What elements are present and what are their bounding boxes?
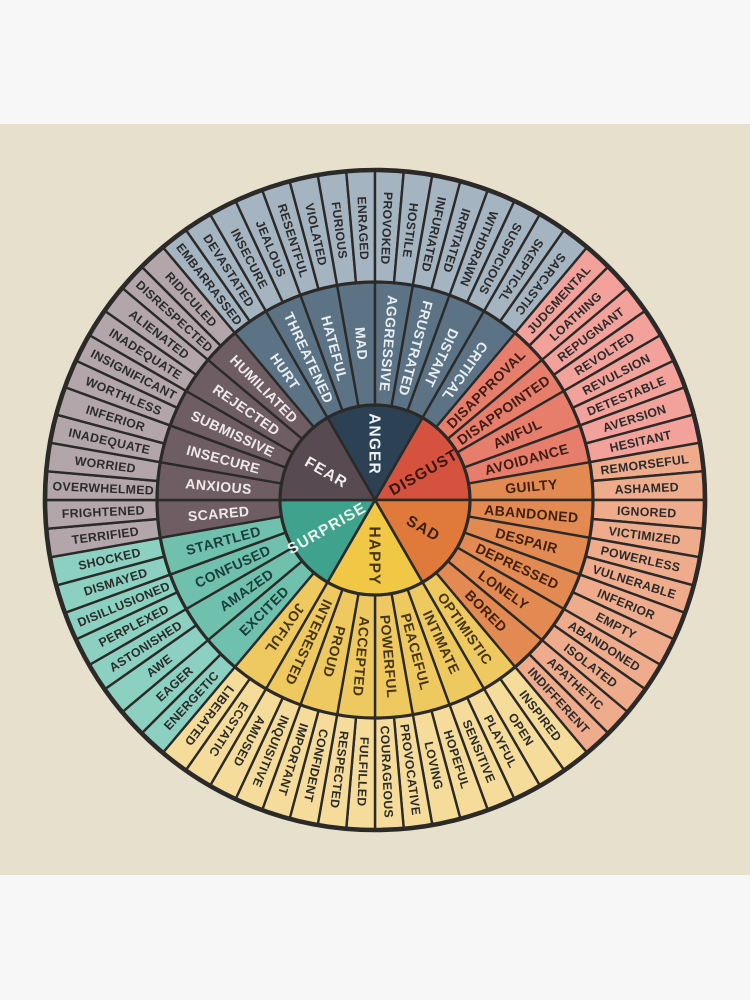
outer-rim-border — [42, 167, 708, 833]
middle-ring-border — [155, 280, 595, 720]
emotion-label-ashamed: ASHAMED — [614, 480, 679, 497]
emotion-label-mad: MAD — [352, 326, 371, 360]
emotion-label-courageous: COURAGEOUS — [378, 725, 396, 818]
emotion-label-overwhelmed: OVERWHELMED — [52, 479, 154, 497]
emotion-label-scared: SCARED — [187, 503, 250, 524]
emotion-label-fulfilled: FULFILLED — [354, 737, 371, 807]
emotion-label-guilty: GUILTY — [504, 476, 558, 497]
emotion-label-provoked: PROVOKED — [378, 192, 395, 265]
emotion-label-frightened: FRIGHTENED — [62, 503, 145, 521]
emotion-label-enraged: ENRAGED — [354, 196, 371, 260]
emotion-label-ignored: IGNORED — [617, 504, 677, 521]
emotion-label-powerful: POWERFUL — [377, 614, 400, 698]
emotion-label-anxious: ANXIOUS — [185, 475, 253, 497]
emotion-label-anger: ANGER — [366, 413, 383, 474]
core-ring-border — [278, 403, 472, 597]
emotion-label-accepted: ACCEPTED — [350, 616, 373, 697]
emotion-label-happy: HAPPY — [366, 527, 383, 586]
